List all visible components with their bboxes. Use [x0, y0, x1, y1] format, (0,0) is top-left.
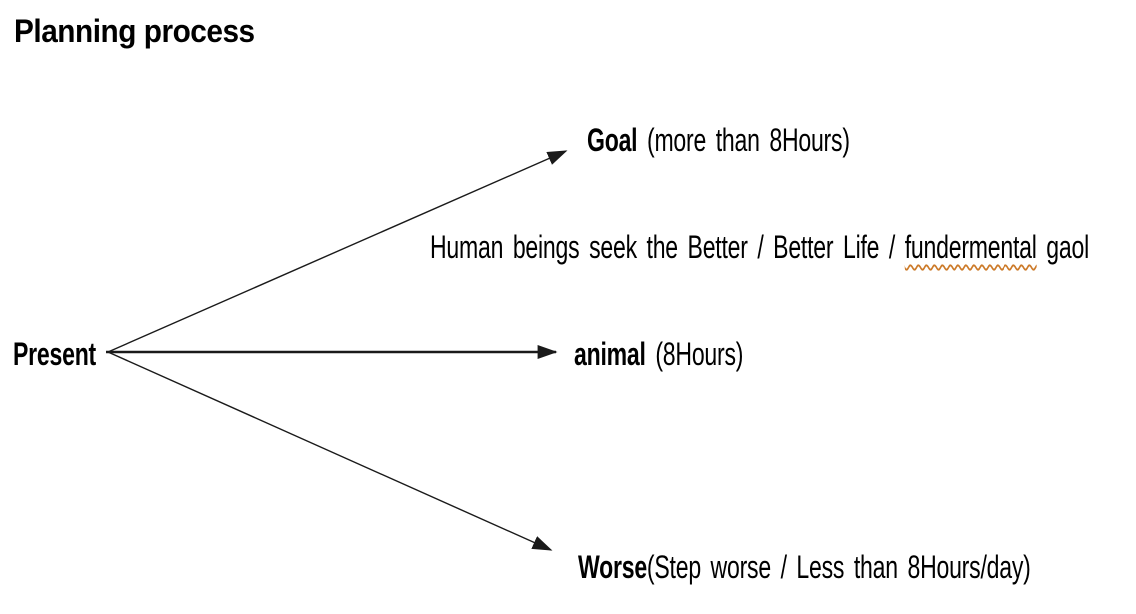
animal-label-bold: animal: [574, 336, 646, 372]
misspelled-word: fundermental: [904, 229, 1037, 265]
goal-label: Goal (more than 8Hours): [587, 122, 850, 158]
arrow-to-goal-icon: [107, 150, 568, 353]
page-title: Planning process: [14, 13, 255, 49]
arrow-to-worse-icon: [107, 351, 553, 551]
goal-label-detail: (more than 8Hours): [637, 122, 850, 158]
animal-label: animal (8Hours): [574, 336, 743, 372]
animal-label-detail: (8Hours): [645, 336, 744, 372]
worse-label: Worse(Step worse / Less than 8Hours/day): [578, 549, 1031, 585]
annotation-suffix: gaol: [1036, 229, 1089, 265]
goal-label-bold: Goal: [587, 122, 638, 158]
annotation-text: Human beings seek the Better / Better Li…: [430, 229, 1089, 265]
worse-label-detail: (Step worse / Less than 8Hours/day): [646, 549, 1031, 585]
present-label: Present: [13, 336, 97, 372]
annotation-prefix: Human beings seek the Better / Better Li…: [430, 229, 905, 265]
worse-label-bold: Worse: [578, 549, 647, 585]
